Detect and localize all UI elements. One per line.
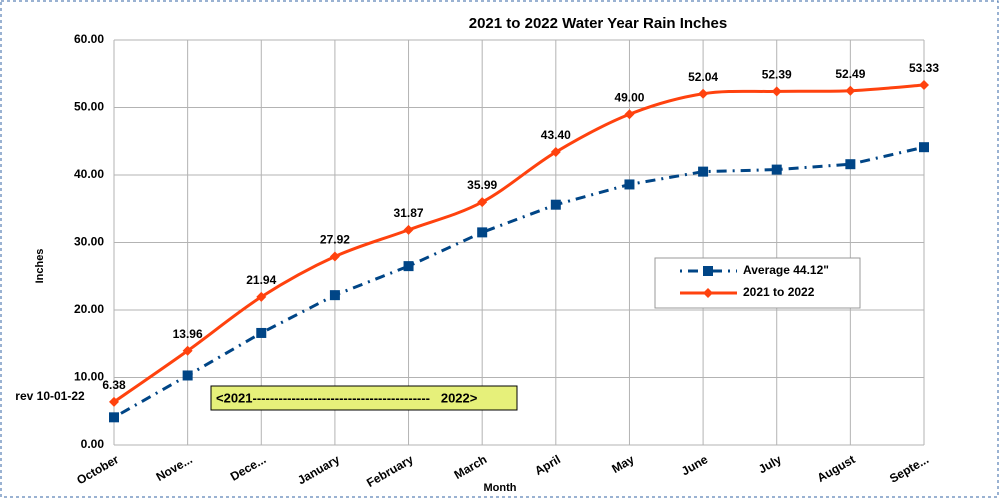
x-tick-label: Nove... [154,452,195,484]
marker [771,164,782,175]
data-label: 35.99 [467,178,497,192]
marker [698,88,709,99]
chart-title: 2021 to 2022 Water Year Rain Inches [469,15,727,32]
x-tick-label: August [815,452,858,485]
x-tick-label: June [679,452,711,478]
marker [624,109,635,120]
marker [329,290,340,301]
x-tick-label: July [756,452,784,476]
x-tick-label: February [364,452,416,490]
y-tick-label: 0.00 [81,437,105,451]
y-tick-label: 60.00 [74,32,104,46]
data-label: 52.04 [688,70,718,84]
marker [256,291,267,302]
marker [477,197,488,208]
x-tick-label: May [609,452,636,476]
data-label: 49.00 [614,90,644,104]
marker [703,266,713,276]
x-tick-label: Septe... [887,452,931,485]
marker [403,261,414,272]
data-label: 53.33 [909,61,939,75]
data-label: 52.49 [835,67,865,81]
x-tick-label: April [532,452,563,478]
annotation: <2021-----------------------------------… [216,390,478,405]
y-tick-label: 30.00 [74,235,104,249]
marker [477,227,488,238]
y-tick-label: 20.00 [74,302,104,316]
y-tick-label: 10.00 [74,370,104,384]
series-line [113,83,925,404]
marker [329,251,340,262]
annotation: rev 10-01-22 [15,389,85,403]
data-label: 13.96 [173,327,203,341]
marker [919,142,929,153]
legend-label: Average 44.12" [743,263,829,277]
y-axis-title: Inches [34,249,46,284]
legend-label: 2021 to 2022 [743,285,815,299]
x-tick-label: January [295,452,342,487]
data-label: 21.94 [246,273,276,287]
marker [845,159,856,170]
marker [109,412,119,423]
marker [256,327,267,338]
marker [771,86,782,97]
marker [550,147,561,158]
data-label: 43.40 [541,128,571,142]
x-tick-label: October [74,452,121,487]
marker [550,199,561,210]
data-label: 6.38 [102,378,126,392]
marker [845,85,856,96]
x-axis-title: Month [484,482,517,494]
y-tick-label: 40.00 [74,167,104,181]
data-label: 52.39 [762,68,792,82]
series-line [113,145,925,419]
data-label: 27.92 [320,233,350,247]
annotation-box [210,385,518,411]
legend [654,257,861,309]
y-tick-label: 50.00 [74,100,104,114]
marker [919,80,929,91]
marker [703,288,713,298]
marker [698,166,709,177]
x-tick-label: March [452,452,490,482]
data-label: 31.87 [394,206,424,220]
marker [109,396,119,407]
marker [403,224,414,235]
marker [182,370,193,381]
marker [182,345,193,356]
x-tick-label: Dece... [228,452,269,483]
marker [624,179,635,190]
